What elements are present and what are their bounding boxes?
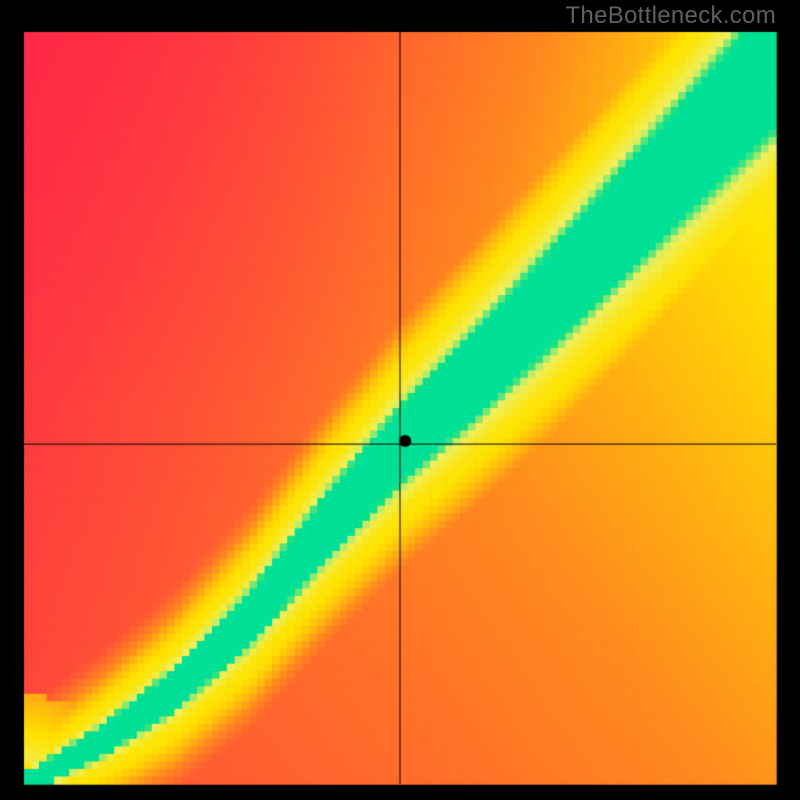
- watermark-text: TheBottleneck.com: [565, 2, 776, 30]
- bottleneck-heatmap: [0, 0, 800, 800]
- chart-container: TheBottleneck.com: [0, 0, 800, 800]
